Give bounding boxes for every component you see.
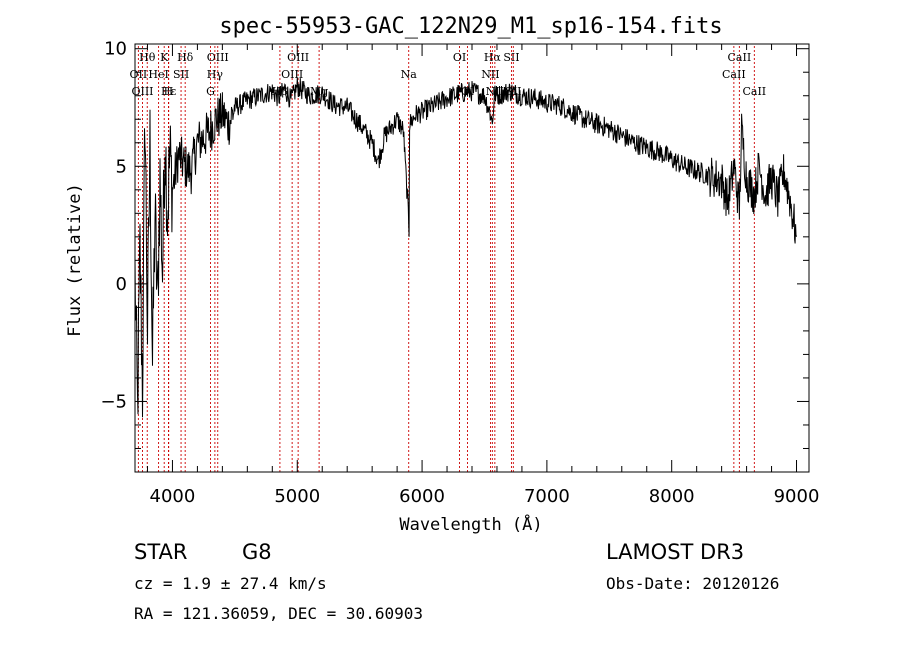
x-tick-label-4: 8000 (649, 486, 695, 507)
object-class: STAR (134, 540, 188, 564)
survey-label: LAMOST DR3 (606, 540, 745, 564)
line-marker-label-20: NII (481, 68, 499, 81)
line-marker-label-10: Hγ (207, 68, 224, 81)
y-axis-label: Flux (relative) (65, 183, 85, 337)
line-marker-label-2: OIII (131, 85, 153, 98)
line-marker-label-11: G (206, 85, 215, 98)
line-marker-label-0: Hθ (139, 51, 156, 64)
line-marker-label-12: OIII (287, 51, 309, 64)
y-tick-label-1: 0 (116, 274, 127, 295)
line-marker-label-26: CaII (742, 85, 766, 98)
x-axis-label: Wavelength (Å) (399, 513, 542, 535)
x-tick-label-0: 4000 (150, 486, 196, 507)
y-tick-label-0: −5 (100, 391, 127, 412)
line-marker-label-6: SII (173, 68, 189, 81)
redshift-velocity: cz = 1.9 ± 27.4 km/s (134, 574, 327, 593)
spectrum-series (134, 77, 797, 418)
y-tick-label-3: 10 (104, 39, 127, 60)
ra-dec-coordinates: RA = 121.36059, DEC = 30.60903 (134, 604, 423, 623)
line-marker-label-16: Na (401, 68, 418, 81)
observation-date: Obs-Date: 20120126 (606, 574, 780, 593)
y-tick-label-2: 5 (116, 156, 127, 177)
x-tick-label-1: 5000 (274, 486, 320, 507)
line-marker-label-19: Hα (484, 51, 502, 64)
chart-title: spec-55953-GAC_122N29_M1_sp16-154.fits (219, 14, 722, 39)
x-tick-label-2: 6000 (399, 486, 445, 507)
axes: 4000 5000 6000 7000 8000 9000 −5 0 5 10 (100, 39, 819, 507)
line-marker-label-1: OII (130, 68, 148, 81)
plot-frame (134, 43, 810, 473)
line-marker-label-24: CaII (728, 51, 752, 64)
line-marker-label-25: CaII (722, 68, 746, 81)
line-marker-label-7: H (164, 85, 174, 98)
line-marker-label-9: OIII (207, 51, 229, 64)
object-subclass: G8 (242, 540, 272, 564)
x-tick-label-3: 7000 (524, 486, 570, 507)
line-marker-label-8: Hδ (177, 51, 194, 64)
x-tick-label-5: 9000 (774, 486, 820, 507)
line-marker-label-4: HeI (148, 68, 168, 81)
line-marker-label-22: SII (503, 51, 519, 64)
spectrum-line-0 (134, 77, 797, 418)
line-marker-label-3: K (160, 51, 169, 64)
line-marker-label-17: OI (453, 51, 466, 64)
